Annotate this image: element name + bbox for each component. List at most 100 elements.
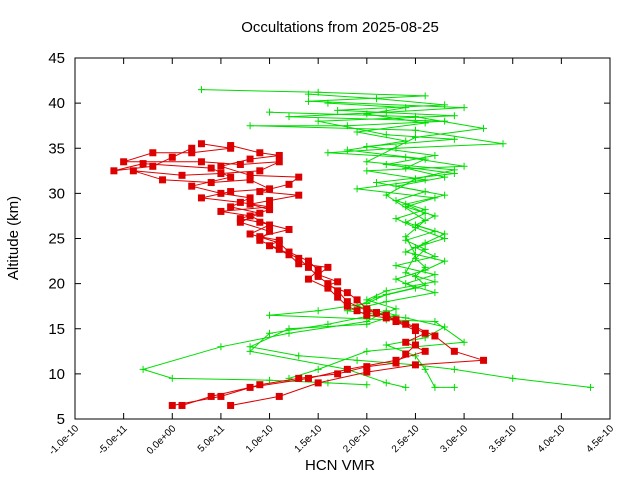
data-point-square bbox=[334, 293, 342, 301]
data-point-plus bbox=[246, 122, 254, 130]
data-point-square bbox=[275, 245, 283, 253]
data-point-plus bbox=[421, 263, 429, 271]
y-axis-label: Altitude (km) bbox=[5, 196, 22, 280]
data-point-square bbox=[334, 287, 342, 295]
data-point-square bbox=[343, 298, 351, 306]
data-point-square bbox=[266, 197, 274, 205]
data-point-square bbox=[197, 140, 205, 148]
data-point-square bbox=[168, 401, 176, 409]
data-point-plus bbox=[363, 347, 371, 355]
data-point-plus bbox=[431, 271, 439, 279]
data-point-square bbox=[149, 149, 157, 157]
data-point-plus bbox=[363, 110, 371, 118]
data-point-square bbox=[266, 242, 274, 250]
data-point-square bbox=[343, 289, 351, 297]
data-point-square bbox=[314, 266, 322, 274]
data-point-square bbox=[363, 307, 371, 315]
data-point-plus bbox=[266, 311, 274, 319]
data-point-plus bbox=[499, 140, 507, 148]
data-point-square bbox=[217, 392, 225, 400]
data-point-plus bbox=[431, 227, 439, 235]
data-point-plus bbox=[460, 162, 468, 170]
data-point-square bbox=[450, 347, 458, 355]
data-point-plus bbox=[382, 298, 390, 306]
data-point-plus bbox=[353, 185, 361, 193]
data-point-plus bbox=[382, 191, 390, 199]
data-point-square bbox=[246, 194, 254, 202]
data-point-square bbox=[295, 254, 303, 262]
data-point-square bbox=[236, 215, 244, 223]
data-point-plus bbox=[450, 112, 458, 120]
series-line bbox=[308, 93, 455, 388]
data-point-plus bbox=[314, 117, 322, 125]
data-point-square bbox=[363, 311, 371, 319]
data-point-square bbox=[411, 361, 419, 369]
data-point-plus bbox=[266, 376, 274, 384]
data-point-square bbox=[285, 225, 293, 233]
data-point-plus bbox=[402, 200, 410, 208]
data-point-square bbox=[217, 207, 225, 215]
x-tick-label: -5.0e-11 bbox=[96, 423, 130, 457]
x-tick-label: 2.0e-10 bbox=[341, 423, 373, 455]
data-point-square bbox=[421, 347, 429, 355]
data-point-square bbox=[178, 401, 186, 409]
data-point-square bbox=[314, 272, 322, 280]
data-point-plus bbox=[402, 280, 410, 288]
plot-frame bbox=[74, 57, 611, 420]
series-line bbox=[141, 310, 387, 386]
data-point-plus bbox=[382, 379, 390, 387]
data-point-square bbox=[236, 160, 244, 168]
data-point-square bbox=[295, 173, 303, 181]
data-point-square bbox=[256, 167, 264, 175]
data-point-square bbox=[256, 236, 264, 244]
data-point-square bbox=[246, 171, 254, 179]
data-point-square bbox=[217, 189, 225, 197]
data-point-square bbox=[227, 173, 235, 181]
data-point-square bbox=[275, 151, 283, 159]
data-point-plus bbox=[363, 318, 371, 326]
data-point-plus bbox=[334, 106, 342, 114]
data-point-plus bbox=[314, 365, 322, 373]
data-point-square bbox=[266, 206, 274, 214]
data-point-plus bbox=[295, 352, 303, 360]
y-tick-label: 40 bbox=[48, 95, 65, 112]
data-point-plus bbox=[421, 209, 429, 217]
data-point-plus bbox=[411, 126, 419, 134]
data-point-plus bbox=[421, 92, 429, 100]
data-point-plus bbox=[450, 383, 458, 391]
data-point-plus bbox=[392, 305, 400, 313]
y-tick-label: 35 bbox=[48, 140, 65, 157]
data-point-square bbox=[110, 167, 118, 175]
data-point-square bbox=[246, 176, 254, 184]
data-point-square bbox=[402, 320, 410, 328]
data-point-square bbox=[304, 263, 312, 271]
data-point-square bbox=[246, 155, 254, 163]
data-point-plus bbox=[411, 175, 419, 183]
data-point-plus bbox=[353, 356, 361, 364]
data-point-plus bbox=[363, 296, 371, 304]
data-point-plus bbox=[441, 101, 449, 109]
data-point-square bbox=[256, 188, 264, 196]
data-point-plus bbox=[285, 113, 293, 121]
data-point-plus bbox=[460, 338, 468, 346]
data-series-8 bbox=[110, 144, 419, 409]
data-point-square bbox=[197, 194, 205, 202]
data-point-plus bbox=[363, 158, 371, 166]
data-point-plus bbox=[246, 347, 254, 355]
data-point-square bbox=[178, 171, 186, 179]
series-layer bbox=[110, 86, 595, 409]
data-point-square bbox=[227, 203, 235, 211]
data-point-plus bbox=[266, 329, 274, 337]
data-point-plus bbox=[431, 278, 439, 286]
x-tick-label: 1.0e-10 bbox=[244, 423, 276, 455]
data-point-plus bbox=[402, 233, 410, 241]
data-point-square bbox=[392, 359, 400, 367]
data-point-square bbox=[120, 158, 128, 166]
data-point-square bbox=[314, 379, 322, 387]
x-tick-label: 3.0e-10 bbox=[438, 423, 470, 455]
data-point-plus bbox=[431, 151, 439, 159]
data-point-square bbox=[402, 350, 410, 358]
data-point-square bbox=[402, 338, 410, 346]
data-point-plus bbox=[353, 128, 361, 136]
data-point-plus bbox=[421, 119, 429, 127]
